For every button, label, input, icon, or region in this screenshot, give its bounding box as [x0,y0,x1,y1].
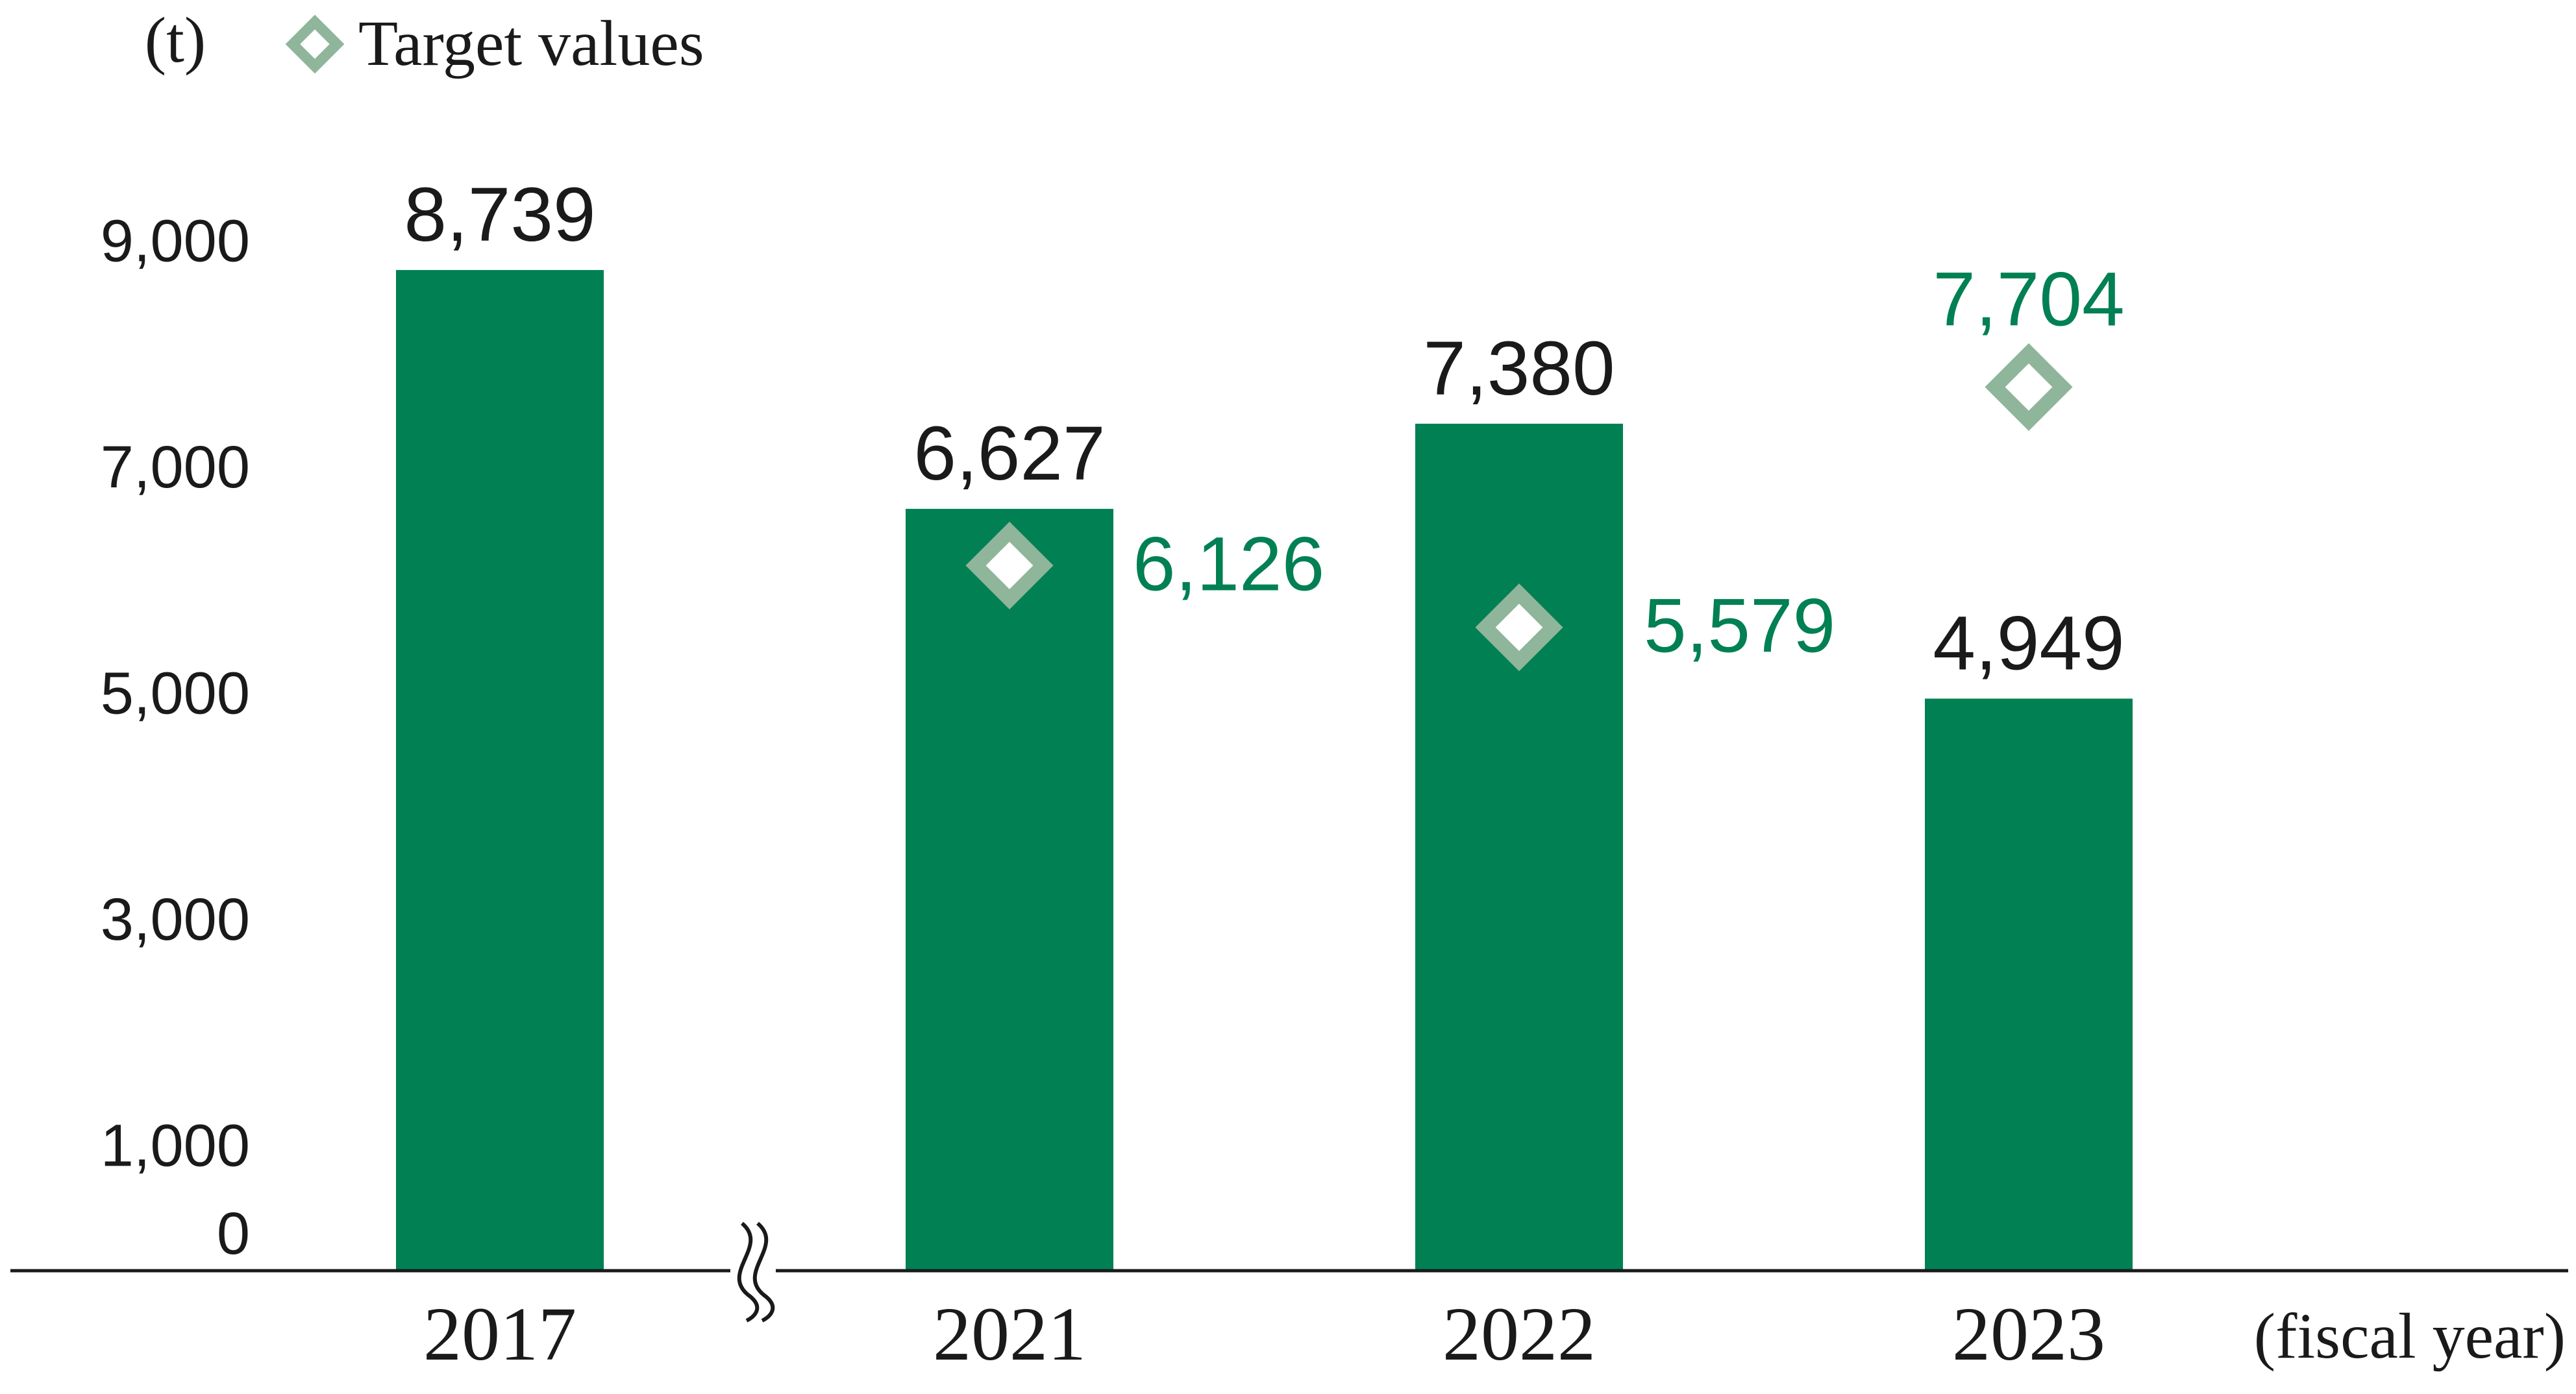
y-tick-label-3000: 3,000 [101,887,250,953]
bar-2023 [1925,698,2133,1271]
target-marker-2023 [1985,343,2073,431]
y-tick-label-5000: 5,000 [101,661,250,727]
bar-2021 [906,509,1113,1271]
y-tick-label-1000: 1,000 [101,1113,250,1179]
target-label-2022: 5,579 [1644,583,1835,669]
y-tick-label-9000: 9,000 [101,208,250,275]
axis-break-line-2 [752,1221,775,1323]
x-tick-label-2021: 2021 [933,1291,1086,1376]
target-marker-2021 [965,521,1054,609]
axis-break-line-1 [737,1221,760,1323]
y-unit-label: (t) [145,4,206,76]
y-tick-label-0: 0 [217,1201,250,1267]
value-label-2023: 4,949 [1933,600,2124,686]
x-tick-label-2022: 2022 [1443,1291,1596,1376]
x-tick-label-2023: 2023 [1952,1291,2105,1376]
target-marker-2022 [1475,583,1563,672]
legend-diamond-icon [285,14,345,74]
y-tick-label-7000: 7,000 [101,434,250,500]
x-tick-label-2017: 2017 [423,1291,576,1376]
target-label-2023: 7,704 [1933,256,2124,342]
value-label-2017: 8,739 [404,172,595,258]
bar-2022 [1415,423,1623,1271]
value-label-2021: 6,627 [913,411,1105,496]
bar-2017 [396,270,604,1271]
value-label-2022: 7,380 [1423,326,1615,411]
legend-label-target-values: Target values [358,7,704,79]
axis-break-gap [730,1220,776,1324]
target-label-2021: 6,126 [1133,521,1324,607]
x-unit-label: (fiscal year) [2254,1300,2566,1372]
